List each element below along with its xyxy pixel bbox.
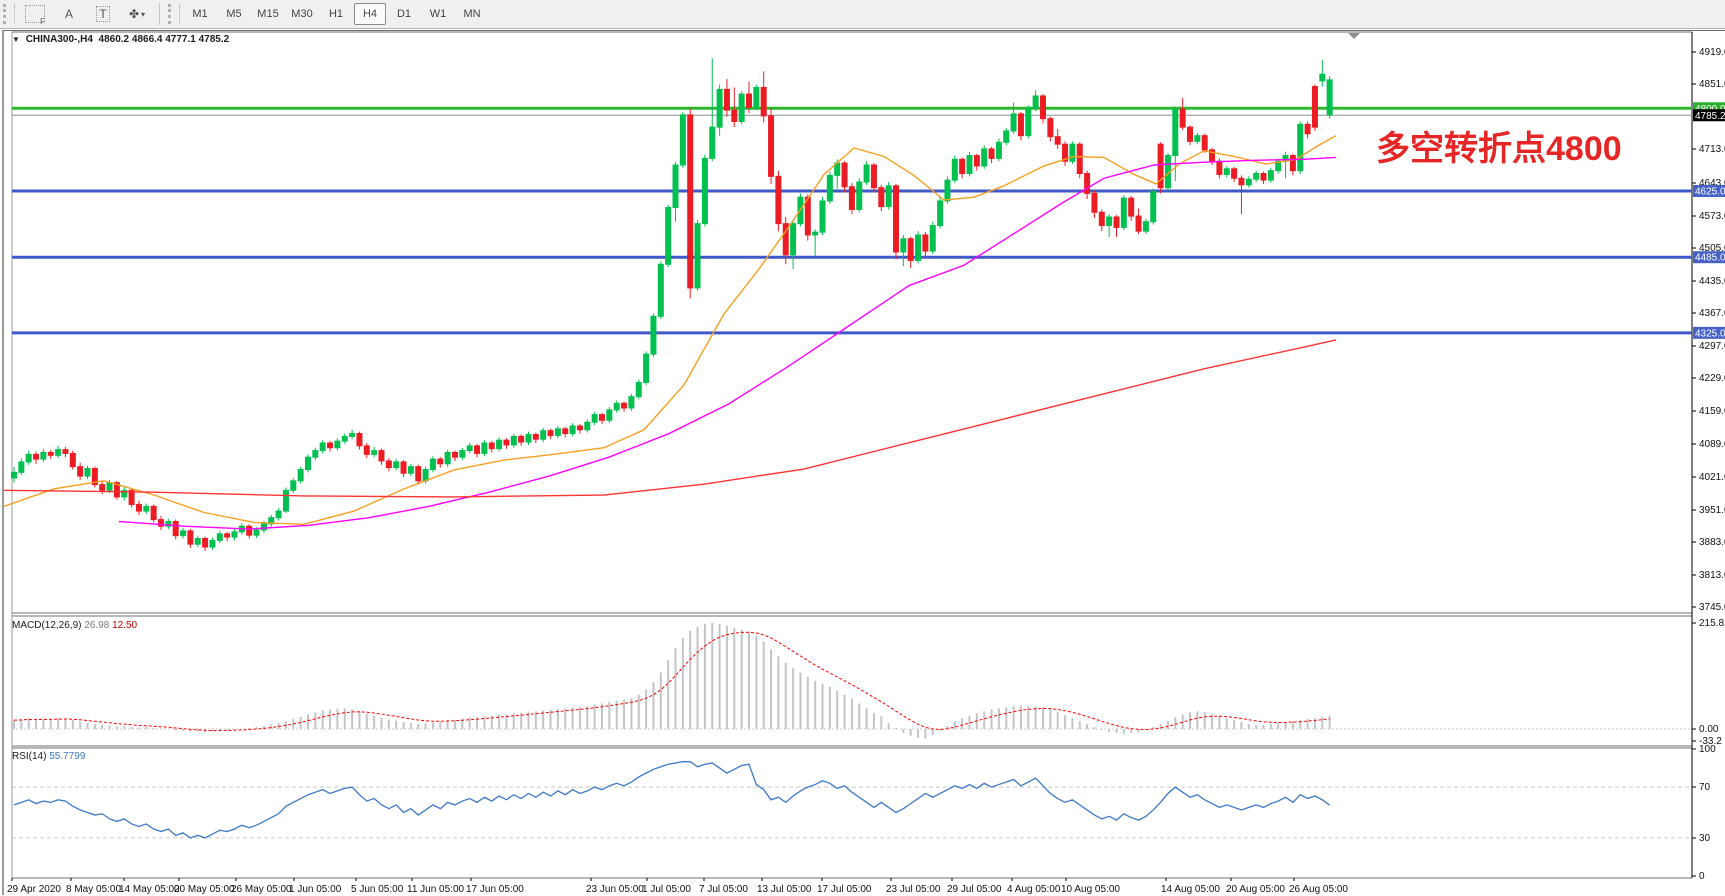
chart-annotation-text[interactable]: 多空转折点4800 bbox=[1376, 130, 1622, 168]
svg-text:4505.0: 4505.0 bbox=[1699, 243, 1725, 254]
rsi-indicator-label: RSI(14) 55.7799 bbox=[12, 751, 86, 762]
svg-text:70: 70 bbox=[1699, 782, 1711, 793]
svg-text:0: 0 bbox=[1699, 871, 1705, 882]
svg-text:20 Aug 05:00: 20 Aug 05:00 bbox=[1226, 884, 1285, 895]
svg-text:4919.0: 4919.0 bbox=[1699, 47, 1725, 58]
timeframe-bar: M1 M5 M15 M30 H1 H4 D1 W1 MN bbox=[183, 3, 489, 25]
svg-text:14 May 05:00: 14 May 05:00 bbox=[119, 884, 180, 895]
svg-text:7 Jul 05:00: 7 Jul 05:00 bbox=[699, 884, 748, 895]
svg-text:29 Apr 2020: 29 Apr 2020 bbox=[7, 884, 61, 895]
dropdown-caret-icon: ▾ bbox=[141, 9, 146, 19]
text-label-tool-button[interactable]: A bbox=[53, 3, 85, 25]
svg-text:23 Jun 05:00: 23 Jun 05:00 bbox=[586, 884, 644, 895]
timeframe-button-M1[interactable]: M1 bbox=[192, 8, 208, 20]
svg-text:4325.0: 4325.0 bbox=[1695, 328, 1725, 339]
timeframe-button-M5[interactable]: M5 bbox=[226, 8, 242, 20]
svg-text:20 May 05:00: 20 May 05:00 bbox=[174, 884, 235, 895]
svg-text:-33.2: -33.2 bbox=[1699, 736, 1722, 747]
main-toolbar: F A T ✤ ▾ M1 M5 M15 M30 H1 H4 D1 W1 MN bbox=[0, 0, 1725, 29]
chart-window[interactable]: 4919.0 4851.0 4713.0 4643.0 4573.0 4505.0 4435… bbox=[2, 30, 1725, 895]
svg-text:4021.0: 4021.0 bbox=[1699, 472, 1725, 483]
svg-text:4625.0: 4625.0 bbox=[1695, 187, 1725, 198]
svg-text:14 Aug 05:00: 14 Aug 05:00 bbox=[1161, 884, 1220, 895]
svg-text:4573.0: 4573.0 bbox=[1699, 211, 1725, 222]
macd-signal-value: 12.50 bbox=[112, 620, 138, 631]
cursor-tool-button[interactable]: ✤ ▾ bbox=[121, 3, 153, 25]
svg-text:4297.0: 4297.0 bbox=[1699, 341, 1725, 352]
svg-text:5 Jun 05:00: 5 Jun 05:00 bbox=[351, 884, 404, 895]
svg-text:4485.0: 4485.0 bbox=[1695, 253, 1725, 264]
svg-text:3813.0: 3813.0 bbox=[1699, 570, 1725, 581]
timeframe-button-H4[interactable]: H4 bbox=[354, 3, 386, 25]
f-grid-icon: F bbox=[25, 5, 45, 26]
svg-text:26 May 05:00: 26 May 05:00 bbox=[231, 884, 292, 895]
timeframe-button-MN[interactable]: MN bbox=[463, 8, 481, 20]
a-label-icon: A bbox=[64, 7, 73, 21]
symbol-dropdown-icon[interactable]: ▼ bbox=[12, 35, 20, 44]
macd-indicator-label: MACD(12,26,9) 26.98 12.50 bbox=[12, 620, 138, 631]
svg-text:0.00: 0.00 bbox=[1699, 724, 1719, 735]
chart-canvas[interactable]: 4919.0 4851.0 4713.0 4643.0 4573.0 4505.0 4435… bbox=[4, 31, 1725, 895]
chart-symbol-title[interactable]: ▼ CHINA300-,H4 4860.2 4866.4 4777.1 4785… bbox=[12, 34, 229, 45]
svg-text:4 Aug 05:00: 4 Aug 05:00 bbox=[1007, 884, 1061, 895]
svg-text:3883.0: 3883.0 bbox=[1699, 537, 1725, 548]
timeframe-button-H1[interactable]: H1 bbox=[328, 8, 344, 20]
svg-text:8 May 05:00: 8 May 05:00 bbox=[66, 884, 121, 895]
svg-text:4367.0: 4367.0 bbox=[1699, 308, 1725, 319]
toolbar-separator bbox=[159, 3, 160, 25]
cursor-tool-icon: ✤ bbox=[128, 7, 140, 21]
svg-text:4713.0: 4713.0 bbox=[1699, 144, 1725, 155]
svg-text:4435.0: 4435.0 bbox=[1699, 276, 1725, 287]
svg-text:4643.0: 4643.0 bbox=[1699, 178, 1725, 189]
svg-text:3951.0: 3951.0 bbox=[1699, 505, 1725, 516]
timeframe-button-M15[interactable]: M15 bbox=[257, 8, 279, 20]
svg-text:30: 30 bbox=[1699, 833, 1711, 844]
macd-main-value: 26.98 bbox=[84, 620, 110, 631]
timeframe-button-M30[interactable]: M30 bbox=[291, 8, 313, 20]
svg-text:215.81: 215.81 bbox=[1699, 618, 1725, 629]
toolbar-grip[interactable] bbox=[3, 4, 15, 24]
svg-text:1 Jul 05:00: 1 Jul 05:00 bbox=[642, 884, 691, 895]
svg-text:17 Jun 05:00: 17 Jun 05:00 bbox=[466, 884, 524, 895]
svg-text:29 Jul 05:00: 29 Jul 05:00 bbox=[947, 884, 1002, 895]
text-box-tool-button[interactable]: T bbox=[87, 3, 119, 25]
symbol-timeframe-label: CHINA300-,H4 bbox=[25, 34, 93, 45]
t-box-icon: T bbox=[96, 6, 110, 22]
svg-text:10 Aug 05:00: 10 Aug 05:00 bbox=[1061, 884, 1120, 895]
svg-text:4229.0: 4229.0 bbox=[1699, 373, 1725, 384]
f-grid-icon-button[interactable]: F bbox=[19, 3, 51, 26]
svg-text:1 Jun 05:00: 1 Jun 05:00 bbox=[289, 884, 342, 895]
svg-text:4089.0: 4089.0 bbox=[1699, 439, 1725, 450]
timeframe-button-W1[interactable]: W1 bbox=[429, 8, 447, 20]
svg-text:13 Jul 05:00: 13 Jul 05:00 bbox=[757, 884, 812, 895]
svg-text:23 Jul 05:00: 23 Jul 05:00 bbox=[886, 884, 941, 895]
svg-text:4851.0: 4851.0 bbox=[1699, 79, 1725, 90]
svg-text:100: 100 bbox=[1699, 744, 1716, 755]
rsi-value: 55.7799 bbox=[49, 751, 86, 762]
ohlc-values: 4860.2 4866.4 4777.1 4785.2 bbox=[98, 34, 230, 45]
svg-text:11 Jun 05:00: 11 Jun 05:00 bbox=[407, 884, 465, 895]
svg-text:17 Jul 05:00: 17 Jul 05:00 bbox=[817, 884, 872, 895]
svg-text:3745.0: 3745.0 bbox=[1699, 602, 1725, 613]
svg-text:4785.2: 4785.2 bbox=[1695, 111, 1725, 122]
timeframe-toolbar-grip[interactable] bbox=[168, 4, 180, 24]
svg-text:26 Aug 05:00: 26 Aug 05:00 bbox=[1289, 884, 1348, 895]
timeframe-button-D1[interactable]: D1 bbox=[396, 8, 412, 20]
svg-text:4159.0: 4159.0 bbox=[1699, 406, 1725, 417]
